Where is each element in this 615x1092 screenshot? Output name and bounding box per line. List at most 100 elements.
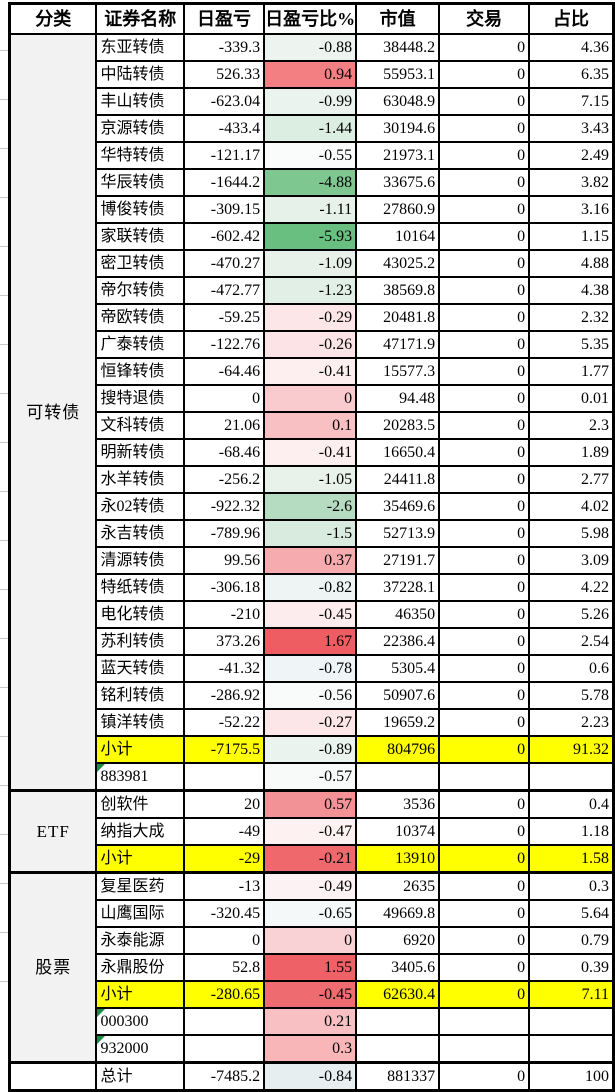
daily-pl-pct-cell[interactable]: -0.55 xyxy=(263,141,358,170)
market-value-cell[interactable]: 94.48 xyxy=(355,384,441,413)
security-name-cell[interactable]: 000300 xyxy=(95,1007,185,1036)
security-name-cell[interactable]: 中陆转债 xyxy=(95,60,185,89)
market-value-cell[interactable]: 20481.8 xyxy=(355,303,441,332)
daily-pl-pct-cell[interactable]: -1.09 xyxy=(263,249,358,278)
security-name-cell[interactable]: 电化转债 xyxy=(95,600,185,629)
daily-pl-pct-cell[interactable]: 0 xyxy=(263,384,358,413)
market-value-cell[interactable]: 24411.8 xyxy=(355,465,441,494)
market-value-cell[interactable]: 16650.4 xyxy=(355,438,441,467)
market-value-cell[interactable] xyxy=(355,1007,441,1036)
market-value-cell[interactable]: 33675.6 xyxy=(355,168,441,197)
security-name-cell[interactable]: 清源转债 xyxy=(95,546,185,575)
share-pct-cell[interactable]: 0.3 xyxy=(528,871,615,901)
category-cell[interactable]: ETF xyxy=(8,789,98,874)
daily-pl-pct-cell[interactable]: 0.94 xyxy=(263,60,358,89)
trade-cell[interactable]: 0 xyxy=(438,249,531,278)
share-pct-cell[interactable]: 4.88 xyxy=(528,249,615,278)
share-pct-cell[interactable]: 2.54 xyxy=(528,627,615,656)
security-name-cell[interactable]: 水羊转债 xyxy=(95,465,185,494)
security-name-cell[interactable]: 永泰能源 xyxy=(95,926,185,955)
security-name-cell[interactable]: 密卫转债 xyxy=(95,249,185,278)
share-pct-cell[interactable]: 0.01 xyxy=(528,384,615,413)
security-name-cell[interactable]: 恒锋转债 xyxy=(95,357,185,386)
security-name-cell[interactable]: 小计 xyxy=(95,844,185,874)
market-value-cell[interactable] xyxy=(355,762,441,792)
daily-pl-pct-cell[interactable]: -0.65 xyxy=(263,899,358,928)
daily-pl-cell[interactable]: -602.42 xyxy=(182,222,266,251)
security-name-cell[interactable]: 复星医药 xyxy=(95,871,185,901)
market-value-cell[interactable]: 30194.6 xyxy=(355,114,441,143)
market-value-cell[interactable] xyxy=(355,1034,441,1064)
security-name-cell[interactable]: 京源转债 xyxy=(95,114,185,143)
security-name-cell[interactable]: 特纸转债 xyxy=(95,573,185,602)
market-value-cell[interactable]: 46350 xyxy=(355,600,441,629)
trade-cell[interactable]: 0 xyxy=(438,141,531,170)
market-value-cell[interactable]: 35469.6 xyxy=(355,492,441,521)
share-pct-cell[interactable]: 5.64 xyxy=(528,899,615,928)
daily-pl-cell[interactable]: -64.46 xyxy=(182,357,266,386)
trade-cell[interactable]: 0 xyxy=(438,303,531,332)
share-pct-cell[interactable]: 3.82 xyxy=(528,168,615,197)
share-pct-cell[interactable]: 1.15 xyxy=(528,222,615,251)
security-name-cell[interactable]: 丰山转债 xyxy=(95,87,185,116)
daily-pl-pct-cell[interactable]: -0.45 xyxy=(263,980,358,1009)
market-value-cell[interactable]: 3405.6 xyxy=(355,953,441,982)
share-pct-cell[interactable]: 2.32 xyxy=(528,303,615,332)
market-value-cell[interactable]: 50907.6 xyxy=(355,681,441,710)
share-pct-cell[interactable]: 6.35 xyxy=(528,60,615,89)
security-name-cell[interactable]: 小计 xyxy=(95,735,185,764)
security-name-cell[interactable]: 小计 xyxy=(95,980,185,1009)
trade-cell[interactable]: 0 xyxy=(438,899,531,928)
daily-pl-cell[interactable]: -52.22 xyxy=(182,708,266,737)
daily-pl-cell[interactable]: -59.25 xyxy=(182,303,266,332)
security-name-cell[interactable]: 博俊转债 xyxy=(95,195,185,224)
trade-cell[interactable]: 0 xyxy=(438,222,531,251)
trade-cell[interactable]: 0 xyxy=(438,357,531,386)
security-name-cell[interactable]: 华特转债 xyxy=(95,141,185,170)
security-name-cell[interactable]: 搜特退债 xyxy=(95,384,185,413)
share-pct-cell[interactable]: 0.79 xyxy=(528,926,615,955)
daily-pl-pct-cell[interactable]: -0.78 xyxy=(263,654,358,683)
share-pct-cell[interactable]: 2.23 xyxy=(528,708,615,737)
security-name-cell[interactable]: 文科转债 xyxy=(95,411,185,440)
market-value-cell[interactable]: 49669.8 xyxy=(355,899,441,928)
trade-cell[interactable]: 0 xyxy=(438,195,531,224)
security-name-cell[interactable]: 明新转债 xyxy=(95,438,185,467)
daily-pl-cell[interactable]: -122.76 xyxy=(182,330,266,359)
daily-pl-cell[interactable]: -41.32 xyxy=(182,654,266,683)
daily-pl-pct-cell[interactable]: -0.47 xyxy=(263,817,358,846)
daily-pl-pct-cell[interactable]: -1.44 xyxy=(263,114,358,143)
market-value-cell[interactable]: 52713.9 xyxy=(355,519,441,548)
daily-pl-cell[interactable]: -210 xyxy=(182,600,266,629)
share-pct-cell[interactable]: 2.77 xyxy=(528,465,615,494)
share-pct-cell[interactable]: 5.98 xyxy=(528,519,615,548)
daily-pl-cell[interactable]: -922.32 xyxy=(182,492,266,521)
header-category[interactable]: 分类 xyxy=(8,2,98,35)
trade-cell[interactable]: 0 xyxy=(438,276,531,305)
market-value-cell[interactable]: 804796 xyxy=(355,735,441,764)
daily-pl-cell[interactable]: -472.77 xyxy=(182,276,266,305)
daily-pl-cell[interactable]: -470.27 xyxy=(182,249,266,278)
daily-pl-pct-cell[interactable]: -0.57 xyxy=(263,762,358,792)
market-value-cell[interactable]: 10164 xyxy=(355,222,441,251)
trade-cell[interactable] xyxy=(438,1007,531,1036)
daily-pl-cell[interactable]: -309.15 xyxy=(182,195,266,224)
security-name-cell[interactable]: 永吉转债 xyxy=(95,519,185,548)
category-cell[interactable]: 可转债 xyxy=(8,33,98,792)
header-daily-pl[interactable]: 日盈亏 xyxy=(182,2,266,35)
market-value-cell[interactable]: 2635 xyxy=(355,871,441,901)
security-name-cell[interactable]: 苏利转债 xyxy=(95,627,185,656)
daily-pl-pct-cell[interactable]: -0.82 xyxy=(263,573,358,602)
market-value-cell[interactable]: 27191.7 xyxy=(355,546,441,575)
daily-pl-cell[interactable]: 373.26 xyxy=(182,627,266,656)
trade-cell[interactable]: 0 xyxy=(438,330,531,359)
trade-cell[interactable]: 0 xyxy=(438,681,531,710)
security-name-cell[interactable]: 创软件 xyxy=(95,789,185,819)
market-value-cell[interactable]: 22386.4 xyxy=(355,627,441,656)
daily-pl-cell[interactable]: 20 xyxy=(182,789,266,819)
trade-cell[interactable]: 0 xyxy=(438,573,531,602)
market-value-cell[interactable]: 13910 xyxy=(355,844,441,874)
daily-pl-pct-cell[interactable]: -0.21 xyxy=(263,844,358,874)
share-pct-cell[interactable]: 1.77 xyxy=(528,357,615,386)
category-cell[interactable]: 股票 xyxy=(8,871,98,1064)
